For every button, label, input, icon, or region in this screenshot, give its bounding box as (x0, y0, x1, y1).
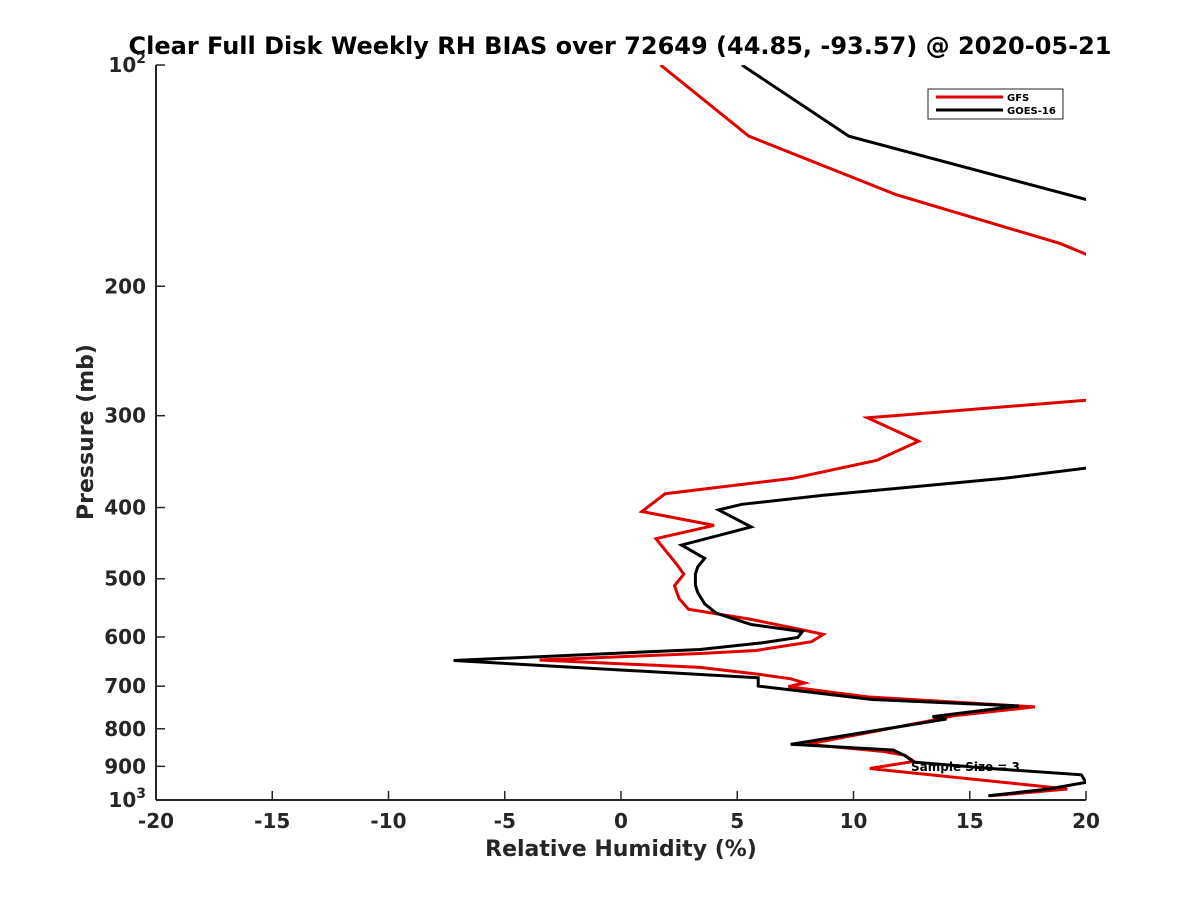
y-tick-label: 700 (104, 674, 146, 698)
x-tick-label: -20 (138, 809, 174, 833)
x-axis-title: Relative Humidity (%) (485, 837, 757, 862)
x-tick-label: -15 (254, 809, 290, 833)
y-tick-base: 10 (108, 788, 136, 812)
x-tick-label: 15 (956, 809, 984, 833)
series-line-gfs (539, 65, 1086, 798)
sample-size-annotation: Sample Size = 3 (911, 760, 1020, 774)
series-layer (453, 65, 1086, 798)
y-tick-label: 500 (104, 567, 146, 591)
legend-label-gfs: GFS (1007, 93, 1029, 104)
legend-box (927, 88, 1064, 120)
y-tick-label: 300 (104, 404, 146, 428)
x-tick-label: 10 (840, 809, 868, 833)
y-tick-label: 103 (108, 786, 146, 812)
y-tick-exponent: 3 (136, 786, 146, 802)
y-tick-exponent: 2 (136, 51, 146, 67)
x-tick-label: 20 (1072, 809, 1100, 833)
x-tick-label: -10 (370, 809, 406, 833)
y-tick-label: 400 (104, 496, 146, 520)
y-tick-label: 600 (104, 625, 146, 649)
legend: GFS GOES-16 (927, 88, 1064, 120)
y-tick-label: 200 (104, 274, 146, 298)
y-tick-label: 800 (104, 717, 146, 741)
chart-title: Clear Full Disk Weekly RH BIAS over 7264… (129, 32, 1112, 60)
x-tick-label: 5 (730, 809, 744, 833)
series-line-goes16 (453, 65, 1086, 798)
y-tick-base: 10 (108, 53, 136, 77)
y-tick-label: 102 (108, 51, 146, 77)
y-axis-title: Pressure (mb) (74, 344, 99, 520)
x-tick-label: -5 (494, 809, 516, 833)
legend-label-goes16: GOES-16 (1007, 106, 1056, 117)
y-tick-label: 900 (104, 754, 146, 778)
x-tick-label: 0 (614, 809, 628, 833)
axes: -20 -15 -10 -5 0 5 10 15 20102200300400500600700… (104, 51, 1100, 833)
